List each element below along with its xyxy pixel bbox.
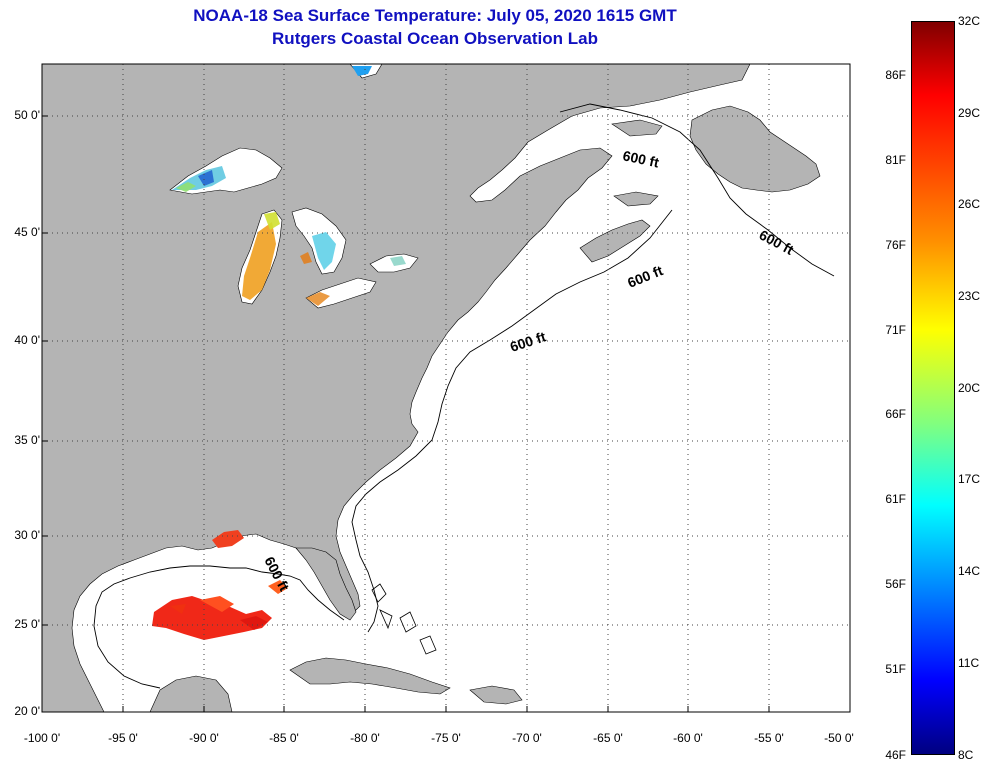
land-pei	[613, 191, 659, 207]
lat-tick-40: 40 0'	[14, 333, 40, 347]
lon-tick-80: -80 0'	[350, 731, 380, 745]
sst-superior-green	[176, 182, 196, 192]
colorbar-c-23: 23C	[958, 289, 981, 303]
sst-michigan	[242, 222, 276, 300]
colorbar-c-17: 17C	[958, 472, 981, 486]
sst-superior-blue	[198, 170, 214, 186]
colorbar-frame	[911, 21, 955, 755]
colorbar-f-46: 46F	[885, 748, 906, 762]
lon-tick-100: -100 0'	[23, 731, 61, 745]
land-bahamas	[371, 583, 437, 655]
land-cuba	[289, 657, 451, 695]
colorbar-f-81: 81F	[885, 153, 906, 167]
lon-tick-55: -55 0'	[754, 731, 784, 745]
land-florida	[295, 547, 357, 621]
sst-hudson	[352, 66, 372, 76]
land-yucatan	[149, 675, 233, 712]
isobath-label-gulf-of-st-lawrence: 600 ft	[621, 147, 660, 170]
colorbar-c-8: 8C	[958, 748, 974, 762]
graticule	[42, 64, 850, 712]
isobath-600ft	[93, 103, 835, 689]
lon-tick-75: -75 0'	[431, 731, 461, 745]
colorbar-f-76: 76F	[885, 238, 906, 252]
lat-tick-30: 30 0'	[14, 528, 40, 542]
colorbar-c-26: 26C	[958, 197, 981, 211]
axis-ticks	[42, 115, 770, 712]
sst-erie	[306, 292, 330, 306]
lat-tick-25: 25 0'	[14, 617, 40, 631]
colorbar-c-32: 32C	[958, 14, 981, 28]
land-north-america	[42, 64, 751, 712]
colorbar-f-51: 51F	[885, 662, 906, 676]
lon-tick-90: -90 0'	[189, 731, 219, 745]
lat-tick-20: 20 0'	[14, 704, 40, 718]
lon-tick-60: -60 0'	[673, 731, 703, 745]
colorbar-f-61: 61F	[885, 492, 906, 506]
title-line-2: Rutgers Coastal Ocean Observation Lab	[272, 29, 598, 48]
colorbar-f-86: 86F	[885, 68, 906, 82]
sst-michigan-north	[264, 212, 280, 230]
lon-tick-85: -85 0'	[269, 731, 299, 745]
land-nova-scotia	[579, 219, 651, 263]
lon-tick-70: -70 0'	[512, 731, 542, 745]
colorbar-c-14: 14C	[958, 564, 981, 578]
lat-tick-35: 35 0'	[14, 433, 40, 447]
colorbar-gradient	[912, 22, 954, 754]
lon-tick-95: -95 0'	[108, 731, 138, 745]
title-line-1: NOAA-18 Sea Surface Temperature: July 05…	[193, 6, 677, 25]
colorbar-f-56: 56F	[885, 577, 906, 591]
lat-tick-45: 45 0'	[14, 225, 40, 239]
colorbar-c-20: 20C	[958, 381, 981, 395]
colorbar-c-29: 29C	[958, 106, 981, 120]
lon-tick-65: -65 0'	[593, 731, 623, 745]
colorbar-f-71: 71F	[885, 323, 906, 337]
sst-gulf-of-mexico	[152, 530, 288, 640]
lat-tick-50: 50 0'	[14, 108, 40, 122]
lon-tick-50: -50 0'	[824, 731, 854, 745]
sst-ontario	[390, 256, 406, 266]
colorbar-f-66: 66F	[885, 407, 906, 421]
land-hispaniola	[469, 685, 523, 705]
sst-huron	[312, 232, 336, 270]
colorbar-c-11: 11C	[958, 656, 980, 670]
sst-huron-bay	[300, 252, 312, 264]
land-anticosti	[611, 119, 663, 137]
